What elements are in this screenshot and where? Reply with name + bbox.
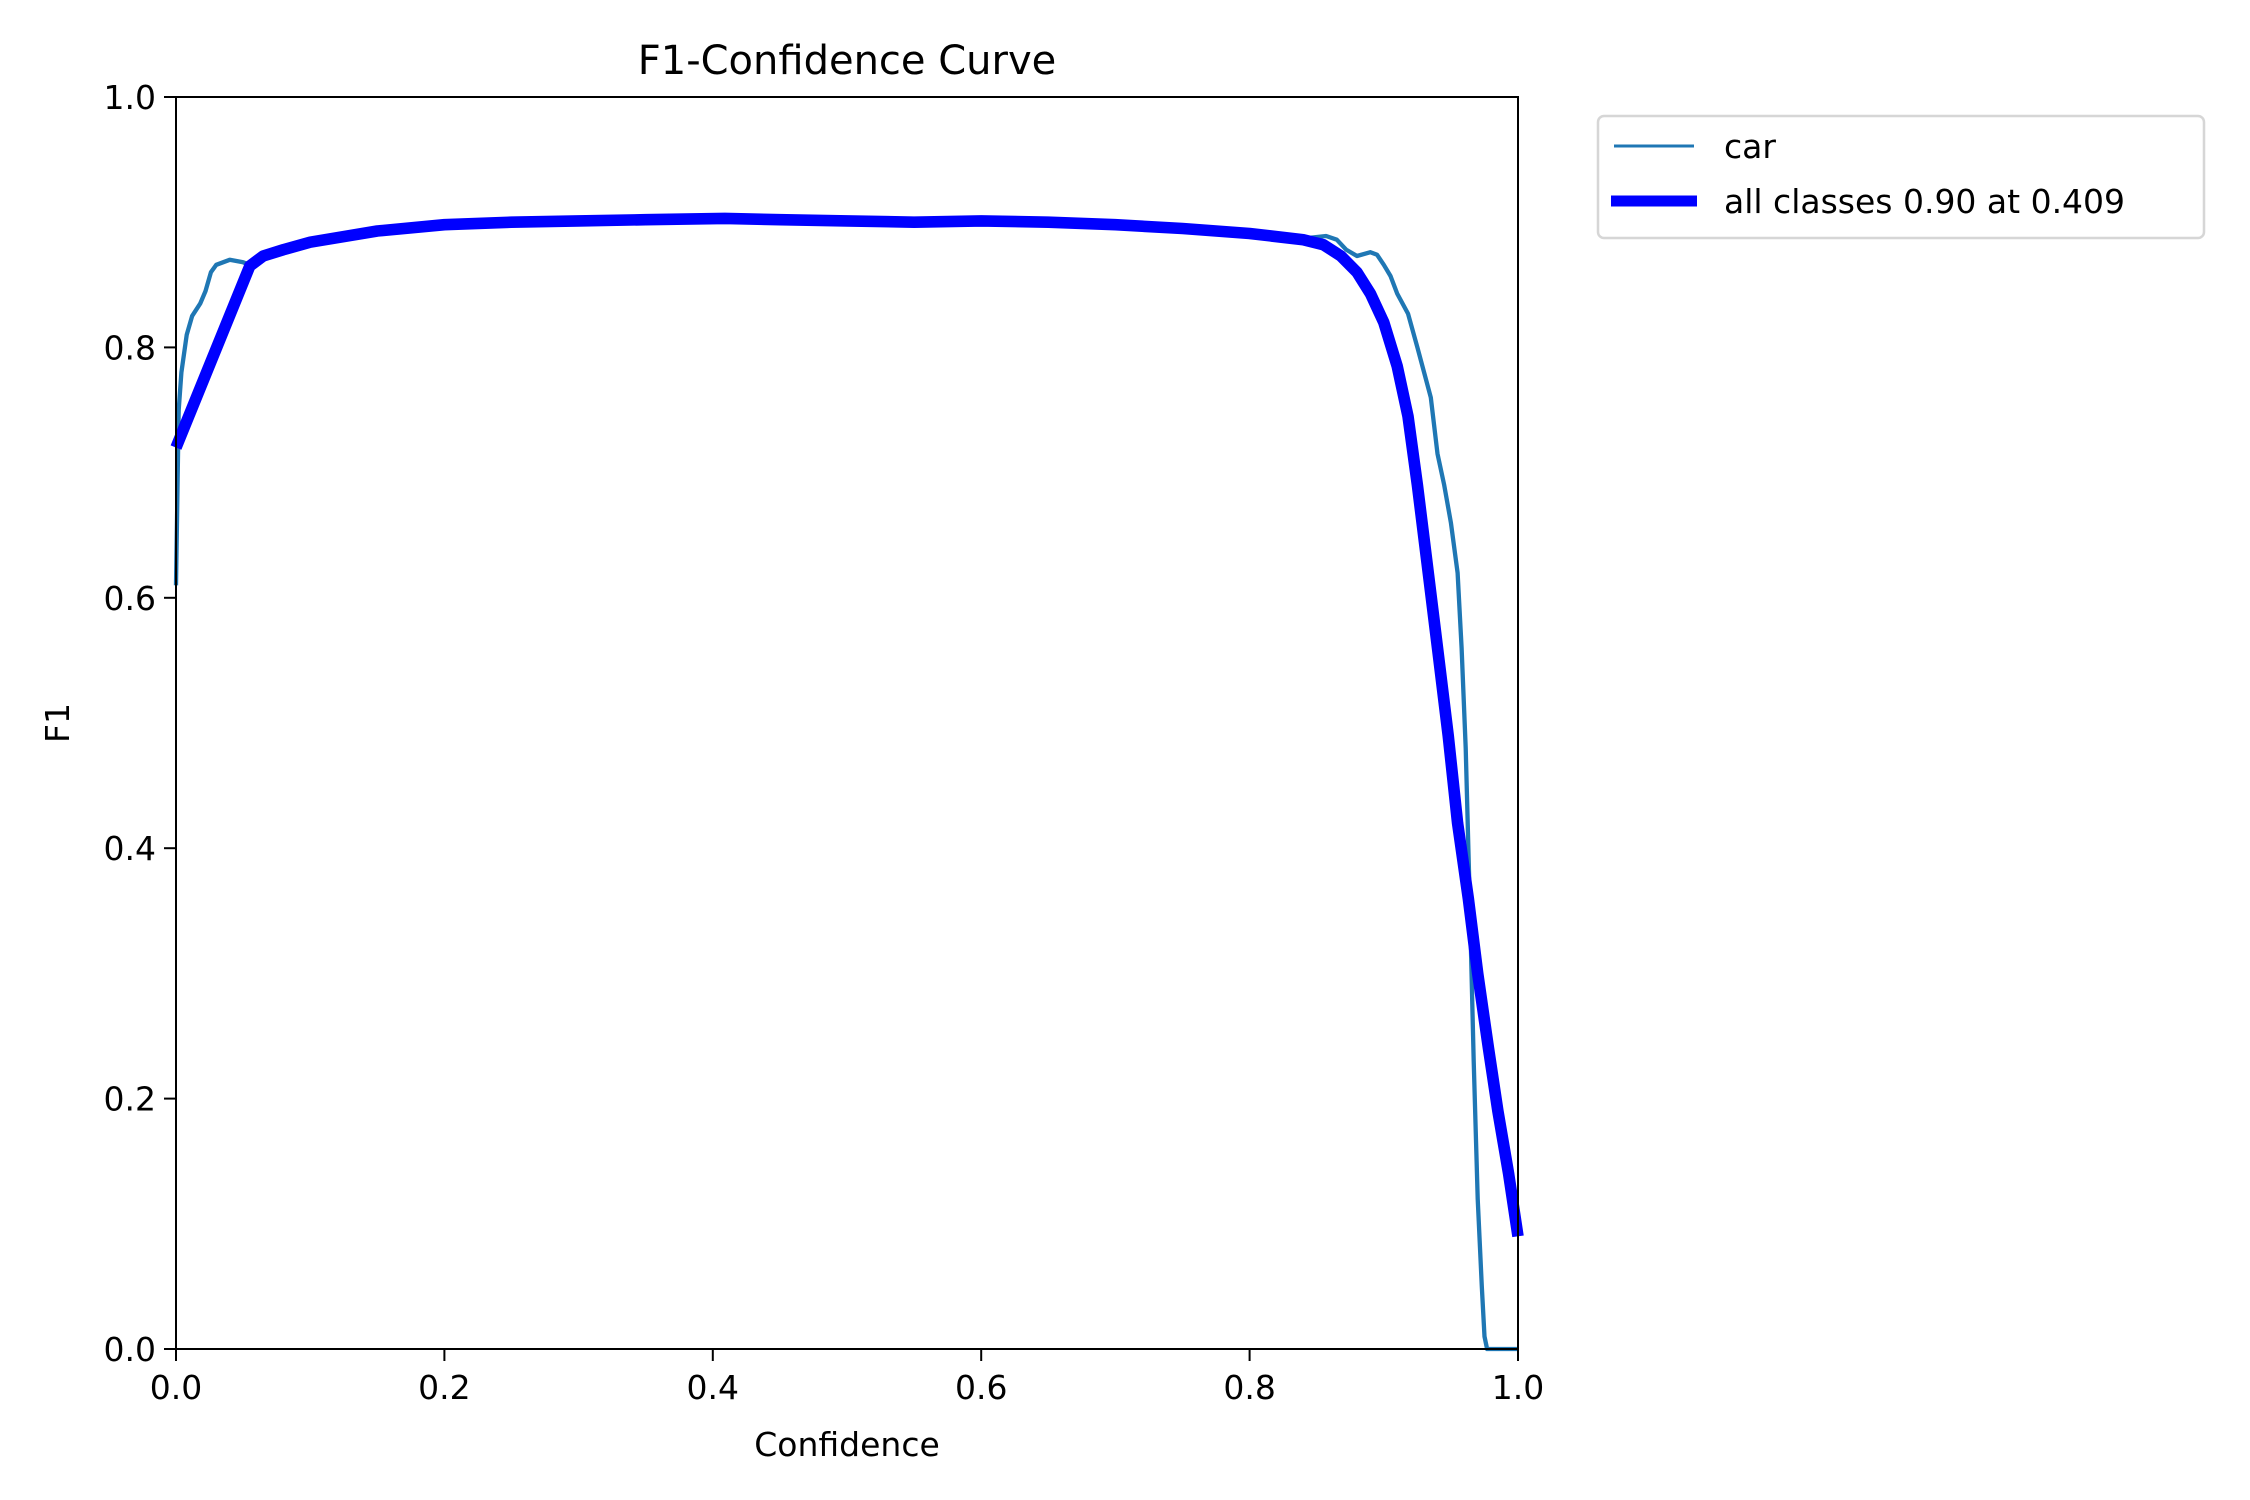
x-tick-label: 0.4	[687, 1368, 739, 1407]
y-tick-label: 0.6	[104, 579, 156, 618]
x-axis-label: Confidence	[754, 1425, 940, 1464]
series-line-all-classes	[170, 212, 1524, 1238]
legend-box	[1596, 114, 2206, 240]
x-tick-label: 0.0	[150, 1368, 202, 1407]
y-tick-label: 1.0	[104, 78, 156, 117]
x-tick-label: 0.2	[418, 1368, 470, 1407]
legend: car all classes 0.90 at 0.409	[1596, 114, 2206, 240]
axes-frame	[175, 96, 1519, 1350]
plot-area	[170, 96, 1524, 1352]
x-tick-label: 1.0	[1492, 1368, 1544, 1407]
y-axis-label: F1	[38, 703, 77, 743]
y-axis-ticks: 0.0 0.2 0.4 0.6 0.8 1.0	[104, 78, 176, 1369]
series-layer	[170, 212, 1524, 1352]
y-tick-label: 0.2	[104, 1080, 156, 1119]
x-tick-label: 0.6	[955, 1368, 1007, 1407]
legend-label-all-classes: all classes 0.90 at 0.409	[1724, 182, 2125, 221]
x-axis-ticks: 0.0 0.2 0.4 0.6 0.8 1.0	[150, 1349, 1544, 1407]
y-tick-label: 0.0	[104, 1330, 156, 1369]
legend-label-car: car	[1724, 127, 1776, 166]
chart-title: F1-Confidence Curve	[638, 38, 1057, 84]
y-tick-label: 0.8	[104, 328, 156, 367]
y-tick-label: 0.4	[104, 829, 156, 868]
x-tick-label: 0.8	[1223, 1368, 1275, 1407]
